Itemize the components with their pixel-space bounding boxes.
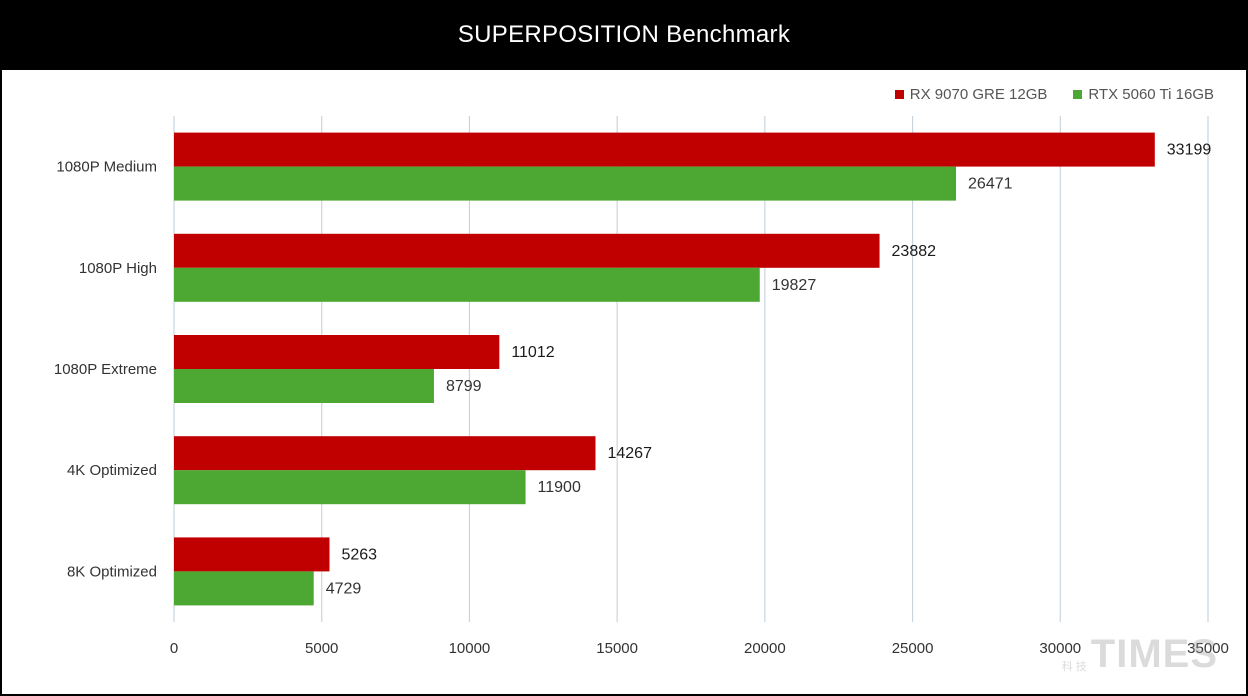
bar-series-1 — [174, 132, 1155, 167]
data-label: 14267 — [607, 445, 652, 462]
bar-series-2 — [174, 369, 434, 403]
x-tick-label: 35000 — [1187, 640, 1229, 657]
x-tick-label: 15000 — [596, 640, 638, 657]
category-label: 1080P Medium — [56, 159, 157, 176]
x-tick-label: 30000 — [1039, 640, 1081, 657]
x-tick-label: 25000 — [892, 640, 934, 657]
bar-series-1 — [174, 335, 500, 369]
watermark-logo: TIMES — [1090, 632, 1218, 676]
legend-swatch-series-2 — [1073, 90, 1083, 99]
bar-series-1 — [174, 436, 596, 471]
data-label: 26471 — [968, 176, 1013, 193]
data-label: 11900 — [538, 479, 581, 496]
legend-item-series-1: RX 9070 GRE 12GB — [894, 86, 1048, 103]
bar-series-2 — [174, 470, 526, 505]
data-label: 33199 — [1167, 142, 1212, 159]
legend-item-series-2: RTX 5060 Ti 16GB — [1073, 86, 1214, 103]
bar-series-2 — [174, 571, 314, 606]
data-label: 8799 — [446, 378, 482, 395]
category-labels: 1080P Medium 1080P High 1080P Extreme 4K Op… — [54, 159, 157, 581]
legend-label-series-2: RTX 5060 Ti 16GB — [1088, 86, 1214, 103]
bars — [174, 132, 1155, 606]
chart-title: SUPERPOSITION Benchmark — [0, 0, 1248, 70]
legend-label-series-1: RX 9070 GRE 12GB — [909, 86, 1048, 103]
category-label: 8K Optimized — [67, 563, 157, 580]
bar-series-2 — [174, 267, 760, 302]
watermark: 科 技 TIMES — [1062, 634, 1218, 674]
x-tick-label: 0 — [170, 640, 178, 657]
category-label: 4K Optimized — [67, 462, 157, 479]
data-label: 5263 — [341, 546, 377, 563]
x-tick-label: 10000 — [449, 640, 491, 657]
x-tick-labels: 0 5000 10000 15000 20000 25000 30000 35000 — [170, 640, 1229, 657]
data-label: 23882 — [892, 243, 937, 260]
watermark-chinese: 科 技 — [1061, 661, 1087, 673]
legend-swatch-series-1 — [894, 90, 904, 99]
data-labels: 33199 26471 23882 19827 11012 8799 14267 11900 5… — [326, 142, 1212, 598]
data-label: 11012 — [511, 344, 554, 361]
data-label: 4729 — [326, 580, 362, 597]
bar-series-2 — [174, 166, 957, 201]
x-tick-label: 5000 — [305, 640, 338, 657]
data-label: 19827 — [772, 277, 817, 294]
legend: RX 9070 GRE 12GB RTX 5060 Ti 16GB — [894, 86, 1214, 103]
bar-series-1 — [174, 233, 880, 268]
x-tick-label: 20000 — [744, 640, 786, 657]
category-label: 1080P High — [79, 260, 157, 277]
category-label: 1080P Extreme — [54, 361, 157, 378]
bar-series-1 — [174, 537, 330, 572]
